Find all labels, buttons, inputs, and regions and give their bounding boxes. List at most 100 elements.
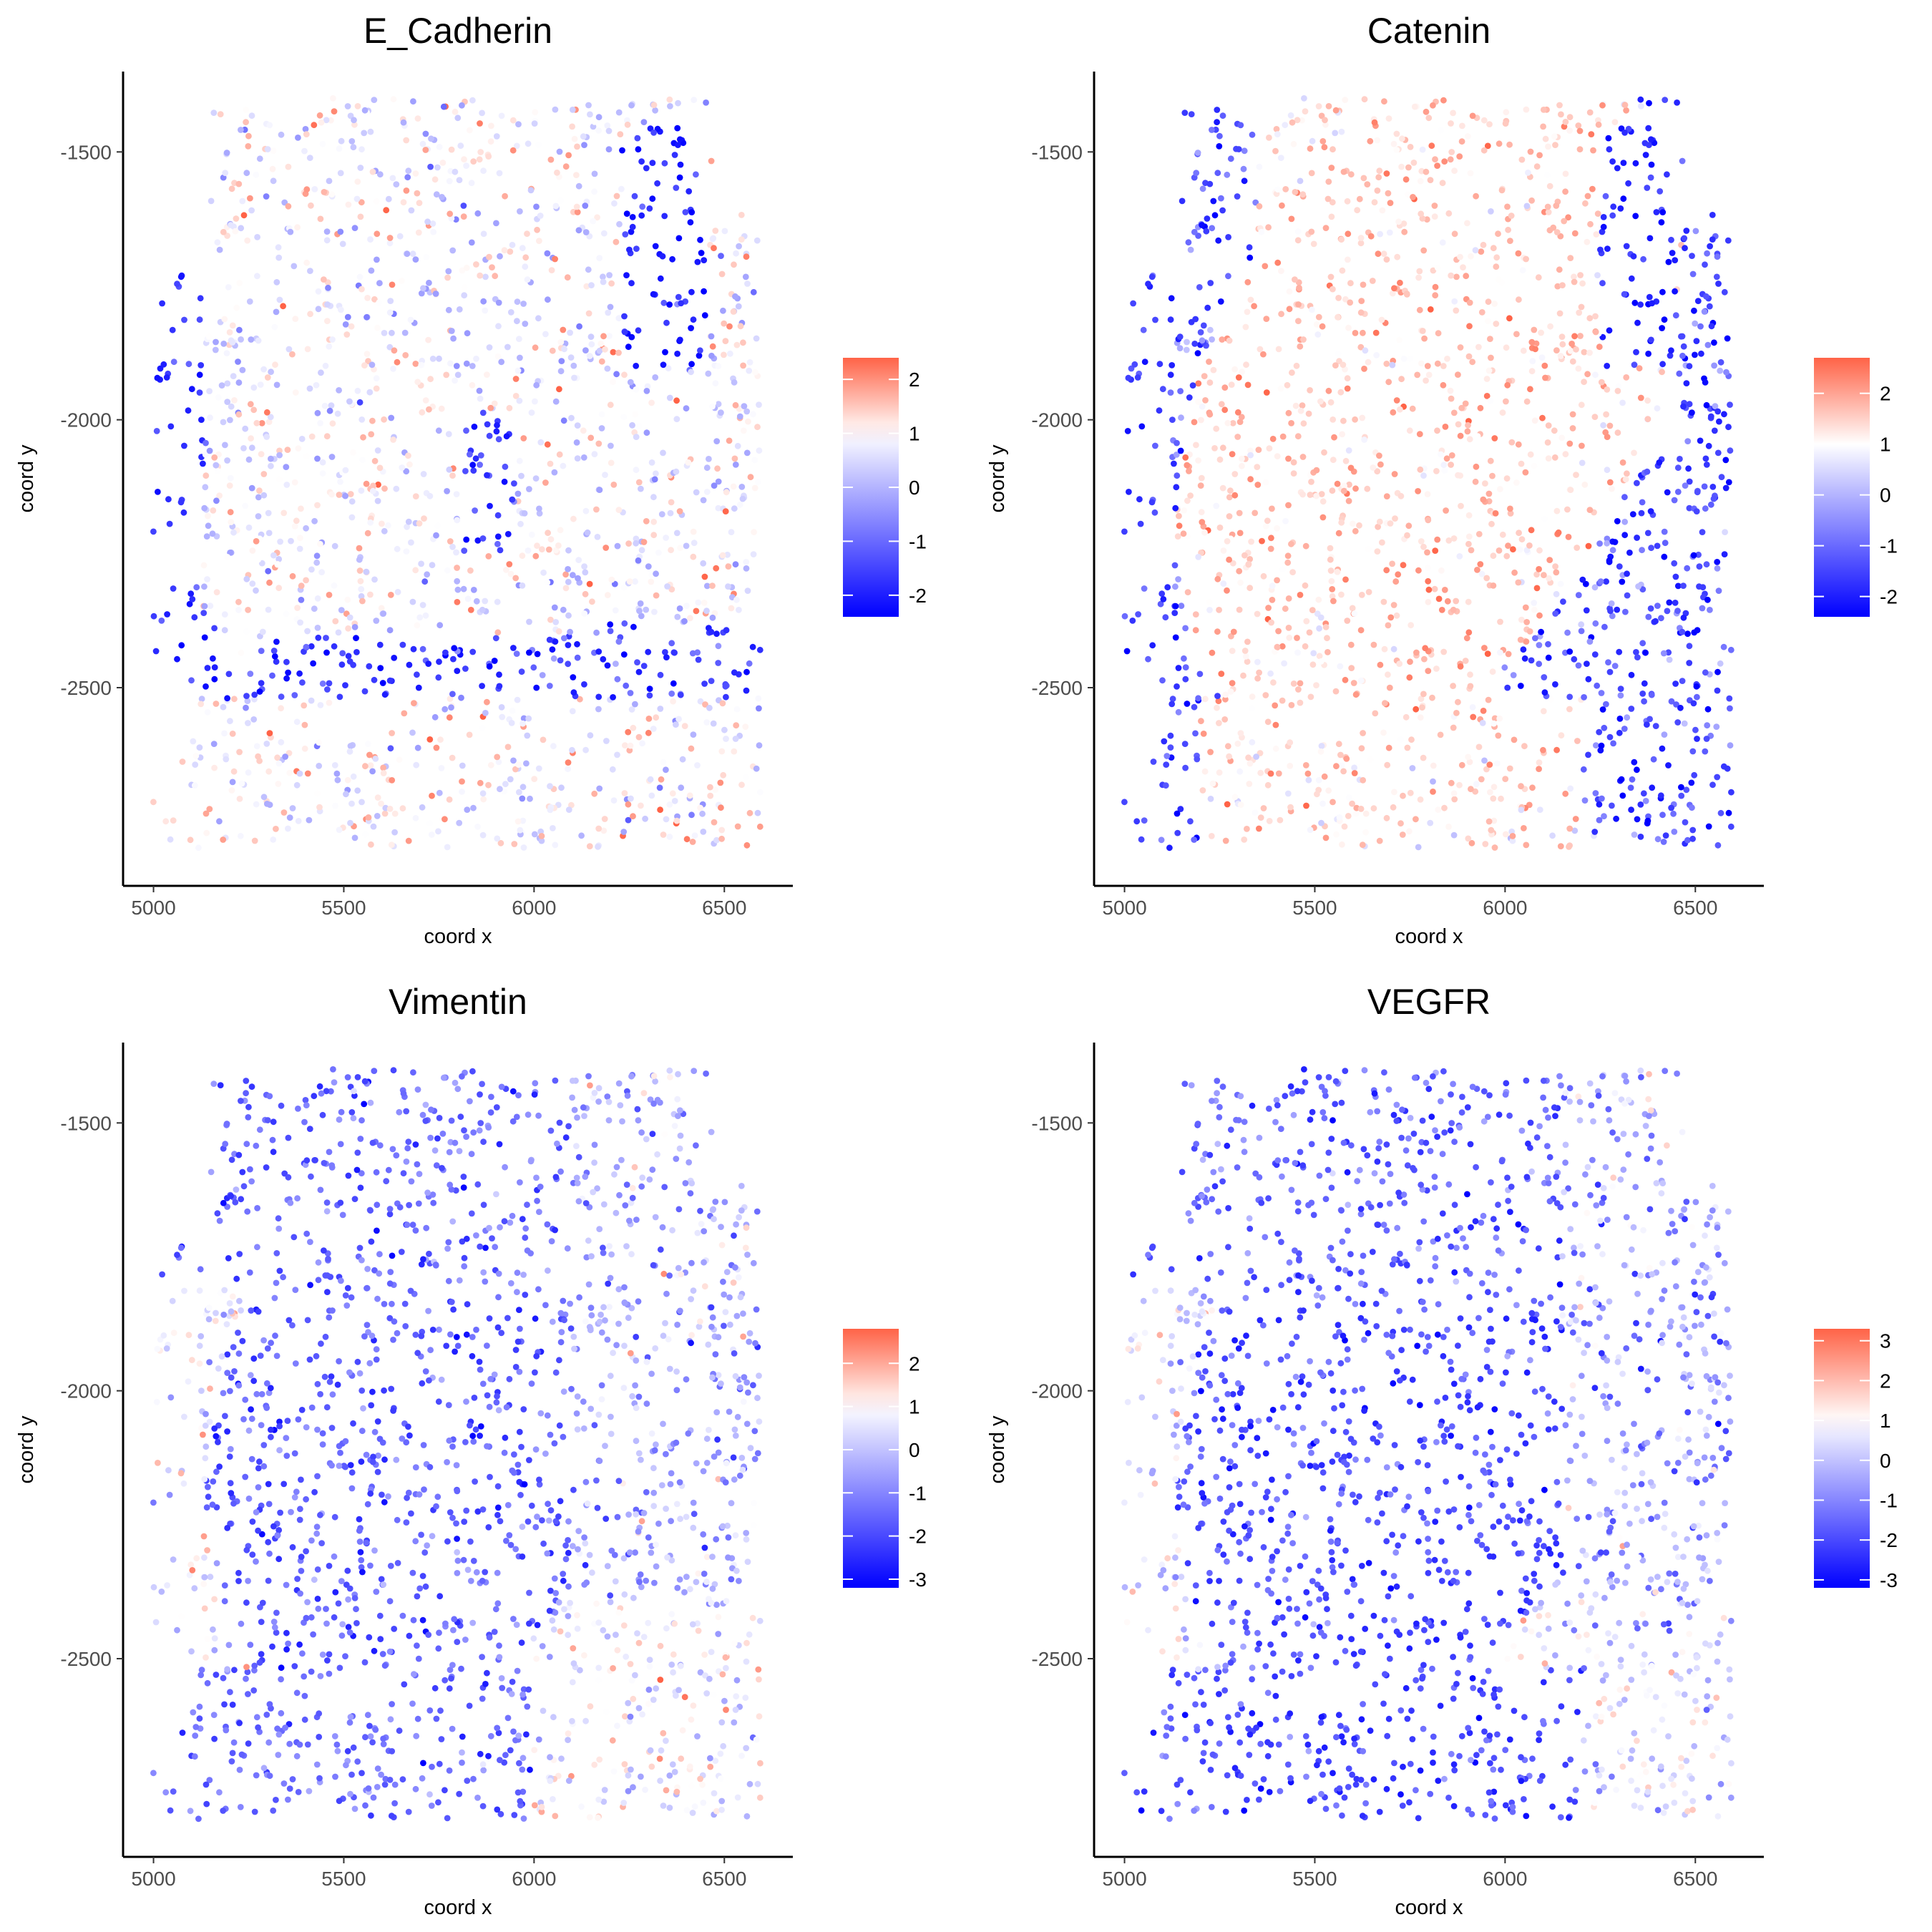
data-point <box>1544 203 1551 210</box>
data-point <box>1523 547 1531 554</box>
data-point <box>630 1594 637 1601</box>
data-point <box>525 547 532 554</box>
data-point <box>448 328 455 334</box>
data-point <box>1596 816 1603 824</box>
data-point <box>484 421 491 428</box>
data-point <box>1435 330 1442 337</box>
data-point <box>1148 499 1156 506</box>
data-point <box>651 1447 658 1454</box>
data-point <box>420 789 426 796</box>
data-point <box>1680 614 1687 621</box>
data-point <box>1714 559 1721 565</box>
data-point <box>666 301 673 308</box>
data-point <box>597 341 604 347</box>
data-point <box>1329 586 1336 592</box>
data-point <box>743 559 750 565</box>
data-point <box>1377 661 1384 668</box>
data-point <box>615 638 623 645</box>
data-point <box>1422 645 1429 652</box>
data-point <box>348 323 355 330</box>
data-point <box>326 177 333 185</box>
data-point <box>291 1663 298 1669</box>
data-point <box>1191 341 1199 347</box>
data-point <box>628 333 635 341</box>
data-point <box>1285 595 1292 602</box>
data-point <box>1686 643 1693 650</box>
data-point <box>508 720 515 726</box>
data-point <box>575 1528 582 1534</box>
data-point <box>345 653 352 660</box>
data-point <box>479 790 487 797</box>
data-point <box>313 552 321 560</box>
data-point <box>477 462 483 468</box>
data-point <box>401 1300 409 1307</box>
data-point <box>701 312 708 319</box>
data-point <box>1269 597 1276 603</box>
data-point <box>404 174 411 181</box>
data-point <box>414 1715 421 1722</box>
data-point <box>412 1464 419 1470</box>
data-point <box>1604 386 1611 393</box>
data-point <box>348 1469 356 1476</box>
data-point <box>1231 471 1239 477</box>
data-point <box>633 540 640 547</box>
data-point <box>1297 592 1304 598</box>
data-point <box>367 1490 374 1497</box>
data-point <box>524 1703 531 1710</box>
data-point <box>1510 546 1516 553</box>
data-point <box>1309 306 1315 313</box>
data-point <box>358 487 365 494</box>
data-point <box>749 1614 756 1621</box>
data-point <box>1533 571 1540 578</box>
data-point <box>756 742 763 749</box>
data-point <box>1515 579 1522 586</box>
data-point <box>447 1667 454 1673</box>
data-point <box>1579 459 1586 467</box>
data-point <box>1483 393 1491 399</box>
data-point <box>369 1388 376 1395</box>
data-point <box>1483 575 1491 582</box>
data-point <box>662 649 668 655</box>
scatter-points <box>150 95 763 852</box>
data-point <box>437 736 444 743</box>
data-point <box>1707 607 1713 613</box>
data-point <box>1497 486 1503 492</box>
data-point <box>1493 263 1500 270</box>
data-point <box>663 766 669 774</box>
data-point <box>494 598 501 605</box>
data-point <box>394 1516 401 1523</box>
data-point <box>1633 348 1639 356</box>
data-point <box>670 1669 676 1676</box>
data-point <box>1631 831 1638 838</box>
data-point <box>1528 368 1536 375</box>
data-point <box>1277 385 1284 392</box>
data-point <box>1195 380 1202 387</box>
data-point <box>427 376 434 383</box>
data-point <box>516 397 523 404</box>
data-point <box>1420 247 1428 254</box>
data-point <box>561 346 567 353</box>
data-point <box>673 416 680 422</box>
data-point <box>436 1629 442 1636</box>
data-point <box>1456 781 1463 789</box>
data-point <box>1221 406 1229 414</box>
data-point <box>580 427 587 434</box>
data-point <box>1370 641 1377 648</box>
data-point <box>525 140 532 147</box>
data-point <box>644 1354 651 1361</box>
data-point <box>494 1504 502 1511</box>
data-point <box>756 1676 762 1683</box>
data-point <box>1457 663 1464 670</box>
data-point <box>276 1423 283 1430</box>
data-point <box>1613 815 1619 822</box>
data-point <box>1599 795 1605 802</box>
data-point <box>1321 449 1327 456</box>
data-point <box>453 491 460 497</box>
data-point <box>1184 497 1191 504</box>
data-point <box>256 688 263 695</box>
data-point <box>1284 381 1291 389</box>
data-point <box>535 765 542 772</box>
data-point <box>391 347 398 354</box>
data-point <box>485 553 492 560</box>
data-point <box>497 786 503 793</box>
